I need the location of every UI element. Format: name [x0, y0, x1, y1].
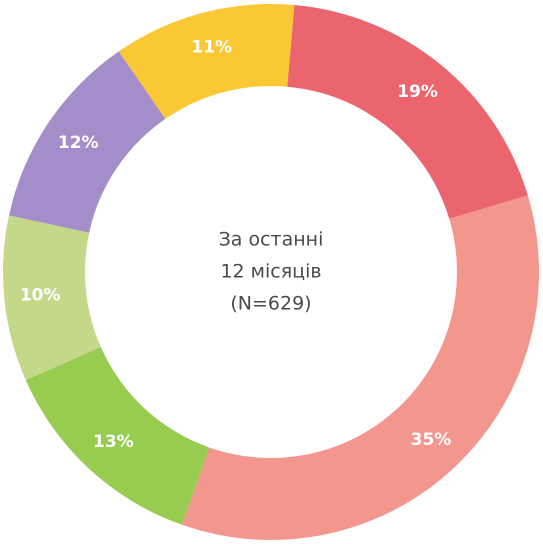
- donut-segment: [118, 3, 295, 119]
- center-text: За останні 12 місяців (N=629): [219, 229, 324, 315]
- data-label: 12%: [58, 133, 99, 153]
- center-line: За останні: [219, 229, 324, 251]
- donut-segment: [287, 5, 528, 219]
- donut-segment: [2, 215, 101, 381]
- data-label: 35%: [411, 430, 452, 450]
- data-label: 10%: [20, 285, 61, 305]
- data-label: 11%: [191, 38, 232, 58]
- data-label: 19%: [397, 82, 438, 102]
- center-line: 12 місяців: [220, 261, 321, 283]
- donut-segment: [25, 347, 210, 525]
- donut-segment: [181, 195, 539, 540]
- center-line: (N=629): [230, 293, 311, 315]
- donut-segment: [9, 51, 166, 233]
- data-label: 13%: [93, 432, 134, 452]
